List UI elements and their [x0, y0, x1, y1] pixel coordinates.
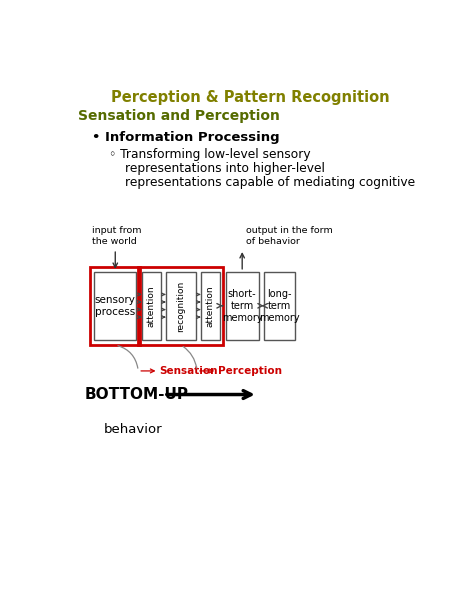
- Text: Sensation and Perception: Sensation and Perception: [78, 109, 280, 123]
- Text: recognition: recognition: [176, 280, 185, 332]
- Text: behavior: behavior: [103, 424, 162, 436]
- Text: Perception & Pattern Recognition: Perception & Pattern Recognition: [111, 90, 390, 105]
- Bar: [201, 272, 220, 340]
- Bar: [226, 272, 259, 340]
- Text: sensory
process: sensory process: [95, 295, 136, 317]
- Text: short-
term
memory: short- term memory: [222, 289, 263, 324]
- Bar: [138, 267, 223, 345]
- Text: Sensation: Sensation: [160, 366, 218, 376]
- Bar: [94, 272, 137, 340]
- Text: representations capable of mediating cognitive: representations capable of mediating cog…: [125, 176, 416, 189]
- Text: • Information Processing: • Information Processing: [92, 131, 280, 144]
- Text: output in the form
of behavior: output in the form of behavior: [246, 226, 333, 246]
- Text: BOTTOM-UP: BOTTOM-UP: [85, 387, 189, 402]
- Bar: [91, 267, 140, 345]
- Text: ◦ Transforming low-level sensory: ◦ Transforming low-level sensory: [109, 148, 310, 161]
- Text: attention: attention: [206, 285, 215, 327]
- Bar: [142, 272, 161, 340]
- Text: input from
the world: input from the world: [92, 226, 142, 246]
- Text: representations into higher-level: representations into higher-level: [125, 162, 325, 175]
- Text: Perception: Perception: [219, 366, 283, 376]
- Bar: [264, 272, 295, 340]
- Text: long-
term
memory: long- term memory: [259, 289, 300, 324]
- Text: attention: attention: [147, 285, 156, 327]
- Bar: [166, 272, 196, 340]
